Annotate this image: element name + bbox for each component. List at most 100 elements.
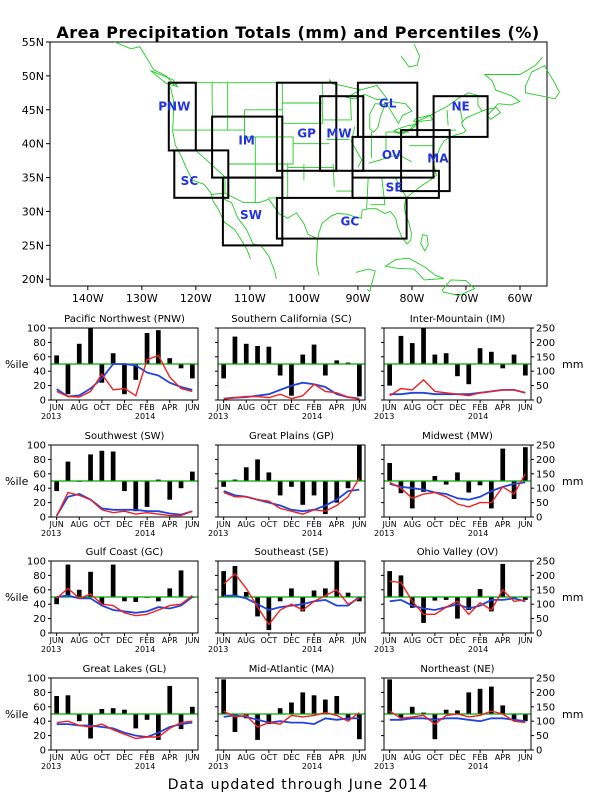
percentile-bar [409,597,415,608]
x-tick-label: APR [495,636,511,645]
lat-label: 25N [22,239,44,252]
x-tick-label: AUG [71,403,89,412]
percentile-bar [421,712,426,714]
percentile-bar [432,476,438,481]
percentile-bar [110,708,116,714]
y-left-tick-label: 80 [33,338,46,349]
percentile-bar [387,679,392,714]
x-tick-label: FEB [307,403,322,412]
percentile-bar [387,364,392,386]
percentile-bar [255,346,260,364]
percentile-bar [523,447,528,481]
region-label-im: IM [238,133,254,147]
observed-precip-line [56,491,193,517]
percentile-bar [221,571,226,597]
x-tick-label: FEB [473,403,488,412]
x-tick-label: OCT [260,753,277,762]
lat-label: 40N [22,138,44,151]
percentile-bar [144,714,150,720]
footer-note: Data updated through June 2014 [168,777,429,793]
x-tick-label: APR [162,520,178,529]
region-box-gc [275,196,408,240]
year-label-mid: 2014 [135,645,155,654]
percentile-bar [523,364,528,376]
region-box-gl [356,81,419,138]
y-right-tick-label: 250 [536,674,555,685]
x-tick-label: DEC [449,403,466,412]
percentile-bar [357,714,362,740]
percentile-bar [277,708,283,714]
year-label-start: 2013 [41,412,61,421]
percentile-bar [65,564,71,597]
y-right-tick-label: 50 [536,498,549,509]
panel-title: Northeast (NE) [420,664,494,675]
panel-title: Pacific Northwest (PNW) [64,314,185,325]
x-tick-label: JUN [184,403,199,412]
percentile-bar [76,343,82,364]
x-tick-label: DEC [449,636,466,645]
percentile-bar [477,348,483,364]
panel-title: Great Plains (GP) [249,431,334,442]
map-region-boxes: PNW SC IM SW GP MW GC SE OV GL MA NE [158,81,489,247]
state-boundary [244,109,283,138]
percentile-bar [65,364,71,395]
lake-michigan [369,103,386,133]
percentile-bar [323,364,328,376]
y-left-tick-label: 100 [27,674,46,685]
year-label-mid: 2014 [302,529,322,538]
region-box-mw [319,95,365,172]
x-tick-label: DEC [116,403,133,412]
y-right-unit: mm [562,708,583,721]
observed-precip-line [223,710,360,728]
percentile-bar [455,472,460,481]
y-left-tick-label: 60 [33,702,46,713]
percentile-bar [455,597,460,619]
percentile-bar [345,481,351,489]
x-tick-label: APR [329,636,345,645]
x-tick-label: FEB [473,520,488,529]
percentile-bar [466,597,472,610]
percentile-bar [110,353,116,364]
x-tick-label: AUG [404,520,422,529]
x-tick-label: FEB [473,753,488,762]
x-tick-label: OCT [260,403,277,412]
x-tick-label: APR [495,403,511,412]
year-label-mid: 2014 [135,762,155,771]
year-label-mid: 2014 [468,412,488,421]
state-boundary [332,163,335,188]
lat-label: 55N [22,36,44,49]
y-left-unit: %ile [5,475,29,488]
map-lon-axis: 140W 130W 120W 110W 100W 90W 80W 70W 60W [72,286,533,305]
hispaniola [441,279,476,296]
x-tick-label: FEB [473,636,488,645]
year-label-start: 2013 [374,529,394,538]
region-box-sc [173,149,230,199]
percentile-bar [144,333,150,364]
x-tick-label: DEC [449,520,466,529]
region-label-pnw: PNW [158,99,190,113]
percentile-bar [421,328,426,364]
observed-precip-line [389,710,526,725]
percentile-bar [221,679,226,714]
x-tick-label: APR [495,753,511,762]
y-right-tick-label: 250 [536,324,555,335]
state-boundary [350,126,363,168]
observed-precip-line [223,572,360,626]
year-label-mid: 2014 [135,529,155,538]
x-tick-label: JUN [351,403,366,412]
region-panel: Inter-Mountain (IM) JUN AUG OCT DEC FEB APR JUN… [374,314,583,421]
x-tick-label: DEC [283,403,300,412]
state-boundary [459,107,464,123]
percentile-bar [523,597,528,600]
percentile-bar [133,714,139,729]
percentile-bar [178,570,184,597]
y-left-unit: %ile [5,708,29,721]
region-panel: Ohio Valley (OV)JUN AUG OCT DEC FEB APR JUN201… [374,547,583,654]
x-tick-label: APR [162,636,178,645]
panel-title: Southern California (SC) [231,314,352,325]
percentile-bar [455,364,460,377]
y-left-tick-label: 80 [33,455,46,466]
percentile-bar [88,571,93,597]
